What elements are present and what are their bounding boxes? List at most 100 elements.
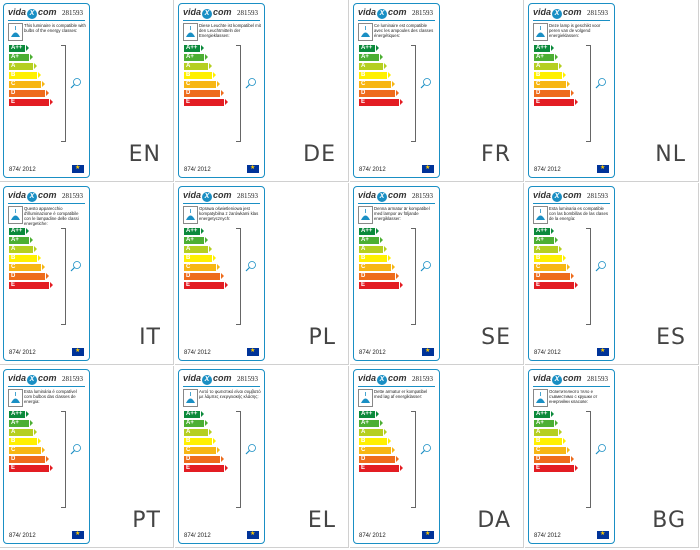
regulation-number: 874/ 2012 — [359, 350, 386, 356]
energy-class-bars: A++ A+ A B C D E — [359, 45, 403, 108]
compatibility-text: Осветителното тяло е съвместимо с крушки… — [549, 389, 598, 405]
compatibility-text: Diese Leuchte ist kompatibel mit den Leu… — [199, 23, 261, 39]
pendant-lamp-icon — [358, 206, 373, 224]
energy-class-bar: D — [184, 455, 224, 464]
pendant-lamp-icon — [183, 389, 198, 407]
compatibility-text: Questo apparecchio d'illuminazione è com… — [24, 206, 79, 227]
eu-flag-icon — [247, 347, 259, 356]
energy-class-bar: B — [184, 254, 216, 263]
eu-flag-icon — [597, 347, 609, 356]
energy-class-bars: A++ A+ A B C D E — [184, 411, 228, 474]
energy-class-bar: D — [359, 455, 399, 464]
energy-class-bar: A — [359, 62, 387, 71]
eu-flag-icon — [247, 164, 259, 173]
class-range-bracket — [411, 228, 416, 325]
energy-class-bar: E — [534, 98, 578, 107]
divider — [358, 203, 435, 204]
pendant-lamp-icon — [358, 23, 373, 41]
bulb-icon — [244, 442, 258, 456]
pendant-lamp-icon — [533, 389, 548, 407]
energy-class-bars: A++ A+ A B C D E — [184, 45, 228, 108]
energy-class-bar: B — [9, 437, 41, 446]
energy-class-bar: A+ — [184, 53, 208, 62]
label-code: 281593 — [587, 9, 608, 17]
pendant-lamp-icon — [358, 389, 373, 407]
divider — [358, 20, 435, 21]
language-code: ES — [656, 325, 686, 350]
regulation-number: 874/ 2012 — [359, 167, 386, 173]
energy-class-bar: B — [184, 437, 216, 446]
energy-class-bar: A+ — [184, 419, 208, 428]
energy-class-bar: B — [9, 71, 41, 80]
energy-class-bar: E — [359, 281, 403, 290]
energy-class-bars: A++ A+ A B C D E — [534, 411, 578, 474]
divider — [533, 20, 610, 21]
eu-flag-icon — [247, 530, 259, 539]
compatibility-text: Denna armatur är kompatibel med lampor a… — [374, 206, 430, 222]
compatibility-text: This luminaire is compatible with bulbs … — [24, 23, 86, 34]
regulation-number: 874/ 2012 — [534, 167, 561, 173]
divider — [183, 386, 260, 387]
divider — [183, 203, 260, 204]
energy-class-bar: E — [184, 464, 228, 473]
bulb-icon — [69, 442, 83, 456]
energy-class-bar: A++ — [184, 45, 204, 53]
energy-class-bar: A+ — [359, 53, 383, 62]
energy-class-bar: D — [534, 455, 574, 464]
label-code: 281593 — [412, 192, 433, 200]
pendant-lamp-icon — [533, 206, 548, 224]
regulation-number: 874/ 2012 — [534, 533, 561, 539]
energy-class-bar: A — [9, 62, 37, 71]
energy-class-bar: C — [9, 263, 45, 272]
energy-class-bar: A — [9, 245, 37, 254]
energy-class-bar: A++ — [534, 411, 554, 419]
regulation-number: 874/ 2012 — [184, 167, 211, 173]
language-code: BG — [652, 508, 686, 533]
eu-flag-icon — [72, 347, 84, 356]
class-range-bracket — [61, 228, 66, 325]
energy-class-bar: A — [534, 245, 562, 254]
label-code: 281593 — [62, 9, 83, 17]
class-range-bracket — [411, 411, 416, 508]
energy-class-bars: A++ A+ A B C D E — [534, 45, 578, 108]
compatibility-text: Dette armatur er kompatibel med løg af e… — [374, 389, 428, 400]
energy-class-bar: D — [359, 272, 399, 281]
divider — [183, 20, 260, 21]
energy-class-bar: A — [184, 428, 212, 437]
language-code: NL — [655, 142, 686, 167]
energy-class-bar: A++ — [534, 228, 554, 236]
class-range-bracket — [586, 45, 591, 142]
energy-class-bar: A++ — [9, 45, 29, 53]
bulb-icon — [419, 76, 433, 90]
energy-class-bar: E — [534, 464, 578, 473]
energy-class-bar: B — [359, 71, 391, 80]
energy-class-bars: A++ A+ A B C D E — [359, 411, 403, 474]
eu-flag-icon — [72, 164, 84, 173]
language-code: DA — [477, 508, 511, 533]
bulb-icon — [69, 259, 83, 273]
energy-class-bar: E — [9, 281, 53, 290]
energy-class-bar: E — [359, 98, 403, 107]
language-code: SE — [481, 325, 511, 350]
energy-class-bars: A++ A+ A B C D E — [534, 228, 578, 291]
bulb-icon — [244, 76, 258, 90]
energy-class-bar: A++ — [359, 411, 379, 419]
compatibility-text: Oprawa oświetleniowa jest kompatybilna z… — [199, 206, 259, 222]
divider — [8, 20, 85, 21]
energy-class-bar: A++ — [359, 45, 379, 53]
regulation-number: 874/ 2012 — [184, 533, 211, 539]
energy-class-bar: A++ — [184, 228, 204, 236]
